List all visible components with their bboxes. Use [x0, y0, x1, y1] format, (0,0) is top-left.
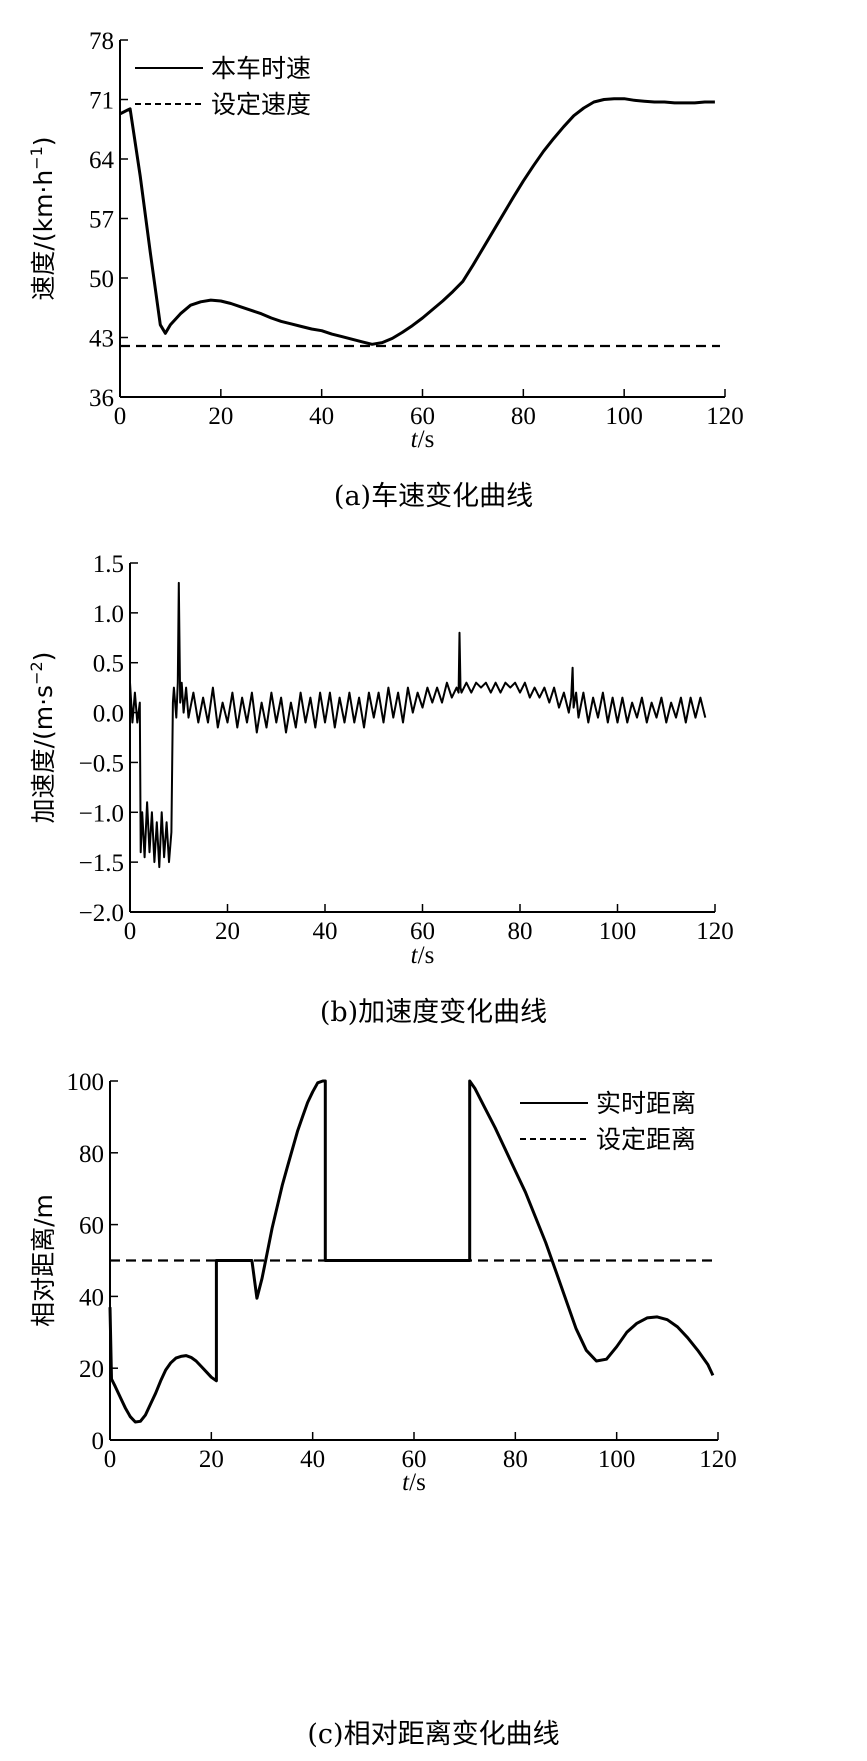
series-line [119, 97, 715, 346]
y-tick-label: 0.5 [93, 651, 124, 678]
y-tick-label: 1.5 [93, 551, 124, 578]
y-tick-label: 0.0 [93, 701, 124, 728]
x-tick-label: 120 [696, 918, 734, 945]
y-tick-label: 100 [67, 1069, 105, 1096]
series-line [129, 581, 707, 869]
y-tick-label: 78 [89, 28, 114, 55]
y-tick-label: 60 [79, 1213, 104, 1240]
y-tick-label: −0.5 [79, 750, 124, 777]
y-tick-label: 50 [89, 266, 114, 293]
y-tick-label: 1.0 [93, 601, 124, 628]
y-tick-label: 43 [89, 326, 114, 353]
legend-label: 本车时速 [211, 54, 311, 83]
y-tick-label: 36 [89, 385, 114, 412]
x-tick-label: 100 [598, 1446, 636, 1473]
x-tick-label: 80 [503, 1446, 528, 1473]
x-tick-label: 40 [300, 1446, 325, 1473]
y-tick-label: 20 [79, 1356, 104, 1383]
x-tick-label: 120 [706, 403, 744, 430]
caption-a: (a)车速变化曲线 [333, 481, 534, 512]
y-tick-label: 71 [89, 88, 114, 115]
acceleration-chart: 0 20 40 60 80 100 120 1.5 1.0 0.5 0.0 −0.5 −1.0 −1.5 −… [27, 551, 734, 969]
x-tick-label: 40 [313, 918, 338, 945]
panel-b: 0 20 40 60 80 100 120 1.5 1.0 0.5 0.0 −0.5 −1.0 −1.5 −… [27, 551, 734, 1028]
y-axis-label: 加速度/(m·s−2) [27, 652, 58, 824]
y-tick-label: 80 [79, 1141, 104, 1168]
distance-chart: 0 20 40 60 80 100 120 0 20 40 60 80 100 t/s 相对距离/m 实时距离… [29, 1069, 737, 1496]
x-tick-label: 20 [199, 1446, 224, 1473]
caption-c: (c)相对距离变化曲线 [307, 1719, 560, 1750]
y-tick-label: 40 [79, 1284, 104, 1311]
x-tick-label: 0 [104, 1446, 117, 1473]
x-tick-label: 20 [208, 403, 233, 430]
x-tick-label: 0 [114, 403, 127, 430]
x-tick-label: 60 [402, 1446, 427, 1473]
x-tick-label: 0 [124, 918, 137, 945]
legend-label: 设定距离 [596, 1125, 696, 1154]
x-tick-label: 100 [605, 403, 643, 430]
y-axis-label: 相对距离/m [29, 1194, 58, 1327]
series-line [108, 1079, 715, 1424]
x-axis-label: t/s [402, 1469, 426, 1496]
x-tick-label: 80 [508, 918, 533, 945]
legend-label: 实时距离 [596, 1089, 696, 1118]
legend-label: 设定速度 [211, 90, 311, 119]
y-tick-label: −1.5 [79, 850, 124, 877]
x-axis-label: t/s [411, 426, 435, 453]
x-tick-label: 120 [699, 1446, 737, 1473]
x-tick-label: 80 [511, 403, 536, 430]
x-axis-label: t/s [411, 942, 435, 969]
y-axis-label: 速度/(km·h−1) [27, 136, 58, 300]
x-tick-label: 60 [410, 403, 435, 430]
y-tick-label: 57 [89, 207, 114, 234]
y-tick-label: −1.0 [79, 800, 124, 827]
caption-b: (b)加速度变化曲线 [319, 997, 548, 1028]
speed-chart: 0 20 40 60 80 100 120 36 43 50 57 64 71 78 t/s 速度/(km·h… [27, 28, 744, 453]
x-tick-label: 40 [309, 403, 334, 430]
x-tick-label: 60 [410, 918, 435, 945]
y-tick-label: −2.0 [79, 900, 124, 927]
y-tick-label: 0 [92, 1428, 105, 1455]
panel-a: 0 20 40 60 80 100 120 36 43 50 57 64 71 78 t/s 速度/(km·h… [0, 0, 867, 520]
x-tick-label: 100 [599, 918, 637, 945]
x-tick-label: 20 [215, 918, 240, 945]
y-tick-label: 64 [89, 147, 115, 174]
